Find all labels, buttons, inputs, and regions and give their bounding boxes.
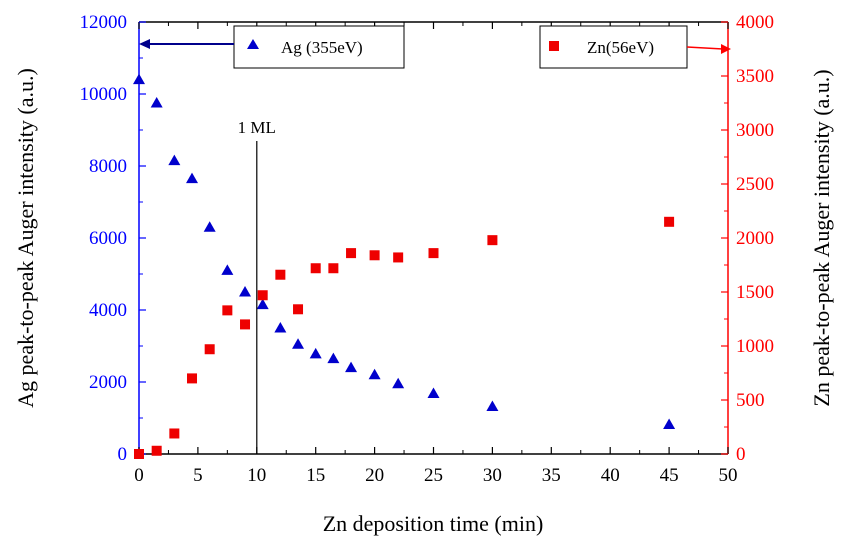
zn-data-point — [664, 216, 675, 227]
x-tick-label: 15 — [306, 465, 325, 486]
x-tick-label: 40 — [601, 465, 620, 486]
legend-zn-box — [539, 25, 688, 69]
ag-data-point — [327, 352, 340, 364]
legend-ag-arrow-head — [139, 39, 150, 49]
y-right-tick-label: 4000 — [736, 12, 774, 33]
axes-layer: 0 5 10 15 20 25 30 35 40 45 5002000400060008000100… — [80, 12, 775, 486]
zn-data-point — [222, 305, 233, 316]
zn-data-point — [204, 344, 215, 355]
zn-data-point — [240, 319, 251, 330]
zn-data-point — [369, 250, 380, 261]
ag-data-point — [203, 221, 216, 232]
y-left-tick-label: 6000 — [89, 228, 127, 249]
x-tick-label: 25 — [424, 465, 443, 486]
ag-data-point — [368, 368, 381, 380]
ag-data-point — [150, 97, 163, 108]
ag-data-point — [392, 377, 405, 389]
y-left-tick-label: 4000 — [89, 300, 127, 321]
x-tick-label: 35 — [542, 465, 561, 486]
y-right-tick-label: 0 — [736, 444, 746, 465]
y-left-tick-label: 8000 — [89, 156, 127, 177]
x-tick-label: 20 — [365, 465, 384, 486]
legend-zn-marker — [549, 41, 559, 51]
marks-layer — [133, 73, 676, 459]
zn-data-point — [257, 290, 268, 301]
x-axis-title: Zn deposition time (min) — [323, 511, 544, 536]
zn-data-point — [275, 269, 286, 280]
y-left-tick-label: 12000 — [80, 12, 128, 33]
ag-data-point — [427, 387, 440, 399]
y-left-axis-title: Ag peak-to-peak Auger intensity (a.u.) — [13, 68, 38, 408]
ag-data-point — [486, 400, 499, 411]
zn-data-point — [310, 263, 321, 274]
x-tick-label: 10 — [247, 465, 266, 486]
legend-zn-label: Zn(56eV) — [587, 38, 654, 57]
ag-data-point — [168, 154, 181, 166]
ag-data-point — [221, 264, 234, 275]
ag-data-point — [274, 322, 287, 333]
y-right-tick-label: 2000 — [736, 228, 774, 249]
zn-data-point — [346, 248, 357, 259]
y-right-axis-title: Zn peak-to-peak Auger intensity (a.u.) — [809, 69, 834, 406]
y-right-tick-label: 1000 — [736, 336, 774, 357]
zn-data-point — [293, 304, 304, 315]
ag-data-point — [186, 172, 199, 184]
x-tick-label: 30 — [483, 465, 502, 486]
x-tick-label: 5 — [193, 465, 203, 486]
legend-ag-marker — [247, 39, 259, 49]
zn-data-point — [428, 248, 439, 259]
y-left-tick-label: 10000 — [80, 84, 128, 105]
x-tick-label: 45 — [660, 465, 679, 486]
legend-ag: Ag (355eV) — [139, 25, 405, 69]
legend-zn-arrow-head — [721, 44, 731, 54]
y-right-tick-label: 3000 — [736, 120, 774, 141]
zn-data-point — [134, 449, 144, 459]
y-left-tick-label: 0 — [118, 444, 128, 465]
ag-data-point — [663, 418, 676, 429]
zn-data-point — [187, 373, 198, 384]
legend-zn-arrow-line — [686, 46, 724, 50]
y-right-tick-label: 3500 — [736, 66, 774, 87]
monolayer-label: 1 ML — [238, 118, 276, 137]
zn-data-point — [487, 235, 498, 246]
y-right-tick-label: 1500 — [736, 282, 774, 303]
zn-data-point — [151, 445, 162, 456]
legend-ag-box — [233, 25, 405, 69]
x-tick-label: 50 — [719, 465, 738, 486]
ag-data-point — [309, 347, 322, 359]
legend-zn: Zn(56eV) — [539, 25, 731, 69]
ag-data-point — [345, 361, 358, 373]
zn-data-point — [169, 428, 180, 439]
ag-data-point — [292, 338, 305, 349]
ag-data-point — [133, 73, 145, 85]
legend-ag-label: Ag (355eV) — [281, 38, 363, 57]
zn-data-point — [328, 263, 339, 274]
ag-data-point — [239, 286, 252, 297]
x-tick-label: 0 — [134, 465, 144, 486]
y-left-tick-label: 2000 — [89, 372, 127, 393]
zn-data-point — [393, 252, 404, 263]
y-right-tick-label: 500 — [736, 390, 765, 411]
ag-data-point — [256, 298, 269, 310]
y-right-tick-label: 2500 — [736, 174, 774, 195]
